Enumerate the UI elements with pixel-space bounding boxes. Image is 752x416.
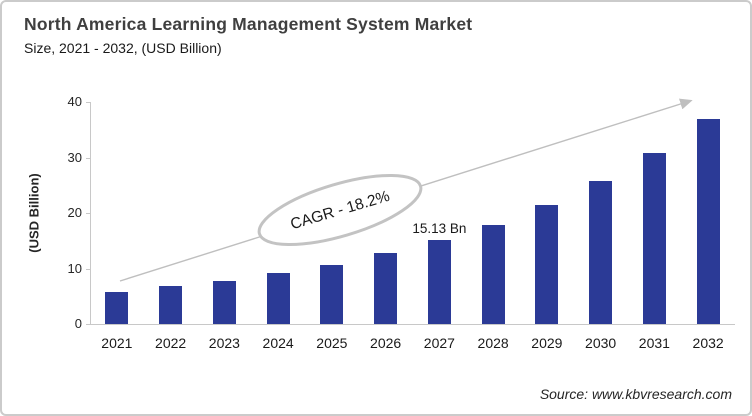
y-tick-label: 30 [67,149,82,165]
bar-2030 [589,180,613,324]
x-tick-label: 2022 [155,335,187,351]
bar-2023 [212,280,236,324]
y-tick-mark [86,324,91,325]
bar-2031 [642,152,666,324]
x-axis-line [90,324,735,325]
y-tick-mark [86,268,91,270]
bar-2021 [105,291,129,324]
value-annotation: 15.13 Bn [412,221,467,237]
x-tick-label: 2026 [370,335,402,351]
x-tick-label: 2031 [638,335,670,351]
cagr-ellipse [257,173,423,247]
bar-2025 [320,265,344,324]
source-credit: Source: www.kbvresearch.com [539,386,732,402]
bar-2029 [535,205,559,324]
y-tick-label: 0 [74,316,82,331]
x-tick-label: 2028 [477,335,509,351]
bar-2027 [427,240,451,324]
cagr-label: CAGR - 18.2% [289,188,392,233]
x-tick-label: 2029 [531,335,563,351]
y-tick-mark [86,102,91,103]
x-tick-label: 2025 [316,335,348,351]
y-tick-mark [86,157,91,159]
bar-2028 [481,224,505,324]
x-tick-label: 2032 [692,335,724,351]
x-tick-label: 2024 [262,335,294,351]
bar-2026 [374,252,398,324]
x-tick-label: 2023 [208,335,240,351]
y-tick-label: 40 [67,94,82,109]
bar-2024 [266,273,290,324]
bar-2022 [159,286,183,324]
x-tick-label: 2030 [585,335,617,351]
x-tick-label: 2027 [423,335,455,351]
x-tick-label: 2021 [101,335,133,351]
y-tick-mark [86,213,91,214]
chart-subtitle: Size, 2021 - 2032, (USD Billion) [24,40,222,56]
y-axis-title: (USD Billion) [26,173,42,253]
bar-2032 [696,118,720,324]
y-tick-label: 10 [67,260,82,276]
chart-title: North America Learning Management System… [24,14,473,34]
y-tick-label: 20 [67,205,82,220]
